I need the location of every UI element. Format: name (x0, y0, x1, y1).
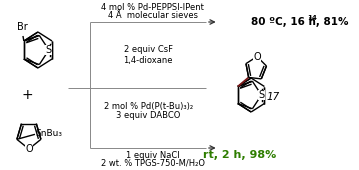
Text: O: O (253, 52, 261, 62)
Text: S: S (46, 45, 52, 55)
Text: 17: 17 (267, 92, 280, 102)
Text: 2 equiv CsF: 2 equiv CsF (123, 46, 173, 55)
Text: 2 wt. % TPGS-750-M/H₂O: 2 wt. % TPGS-750-M/H₂O (101, 158, 205, 167)
Text: 3 equiv DABCO: 3 equiv DABCO (116, 112, 180, 121)
Text: 1 equiv NaCl: 1 equiv NaCl (126, 150, 180, 159)
Text: Br: Br (17, 22, 27, 32)
Text: 4 mol % Pd-PEPPSI-IPent: 4 mol % Pd-PEPPSI-IPent (101, 4, 204, 13)
Text: 80 ºC, 16 h, 81%: 80 ºC, 16 h, 81% (251, 17, 349, 27)
Text: O: O (25, 144, 33, 154)
Text: S: S (258, 90, 265, 100)
Text: SnBu₃: SnBu₃ (36, 129, 63, 138)
Text: 1,4-dioxane: 1,4-dioxane (123, 55, 173, 64)
Text: +: + (21, 88, 33, 102)
Text: 14: 14 (307, 15, 317, 21)
Text: rt, 2 h, 98%: rt, 2 h, 98% (203, 150, 276, 160)
Text: 4 Å  molecular sieves: 4 Å molecular sieves (108, 12, 198, 21)
Text: 2 mol % Pd(P(t-Bu)₃)₂: 2 mol % Pd(P(t-Bu)₃)₂ (104, 101, 193, 110)
